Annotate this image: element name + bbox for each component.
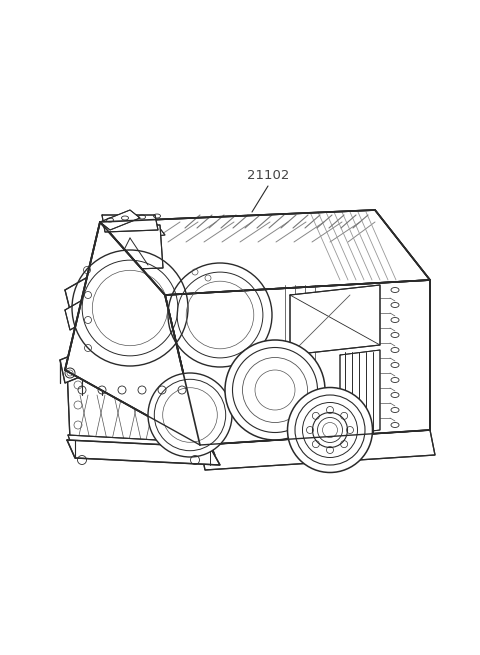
Polygon shape	[65, 222, 200, 445]
Polygon shape	[67, 368, 210, 445]
Polygon shape	[65, 290, 105, 330]
Polygon shape	[100, 210, 430, 295]
Polygon shape	[165, 280, 430, 445]
Ellipse shape	[148, 373, 232, 457]
Text: 21102: 21102	[247, 169, 289, 182]
Ellipse shape	[288, 388, 372, 472]
Ellipse shape	[312, 413, 348, 447]
Polygon shape	[60, 345, 102, 383]
Polygon shape	[165, 280, 430, 445]
Polygon shape	[200, 430, 435, 470]
Polygon shape	[340, 350, 380, 435]
Polygon shape	[290, 285, 380, 355]
Polygon shape	[65, 270, 105, 310]
Polygon shape	[67, 440, 220, 465]
Polygon shape	[100, 210, 140, 230]
Ellipse shape	[225, 340, 325, 440]
Polygon shape	[68, 435, 215, 455]
Polygon shape	[105, 222, 165, 240]
Polygon shape	[65, 222, 200, 445]
Polygon shape	[105, 225, 163, 270]
Polygon shape	[102, 215, 158, 232]
